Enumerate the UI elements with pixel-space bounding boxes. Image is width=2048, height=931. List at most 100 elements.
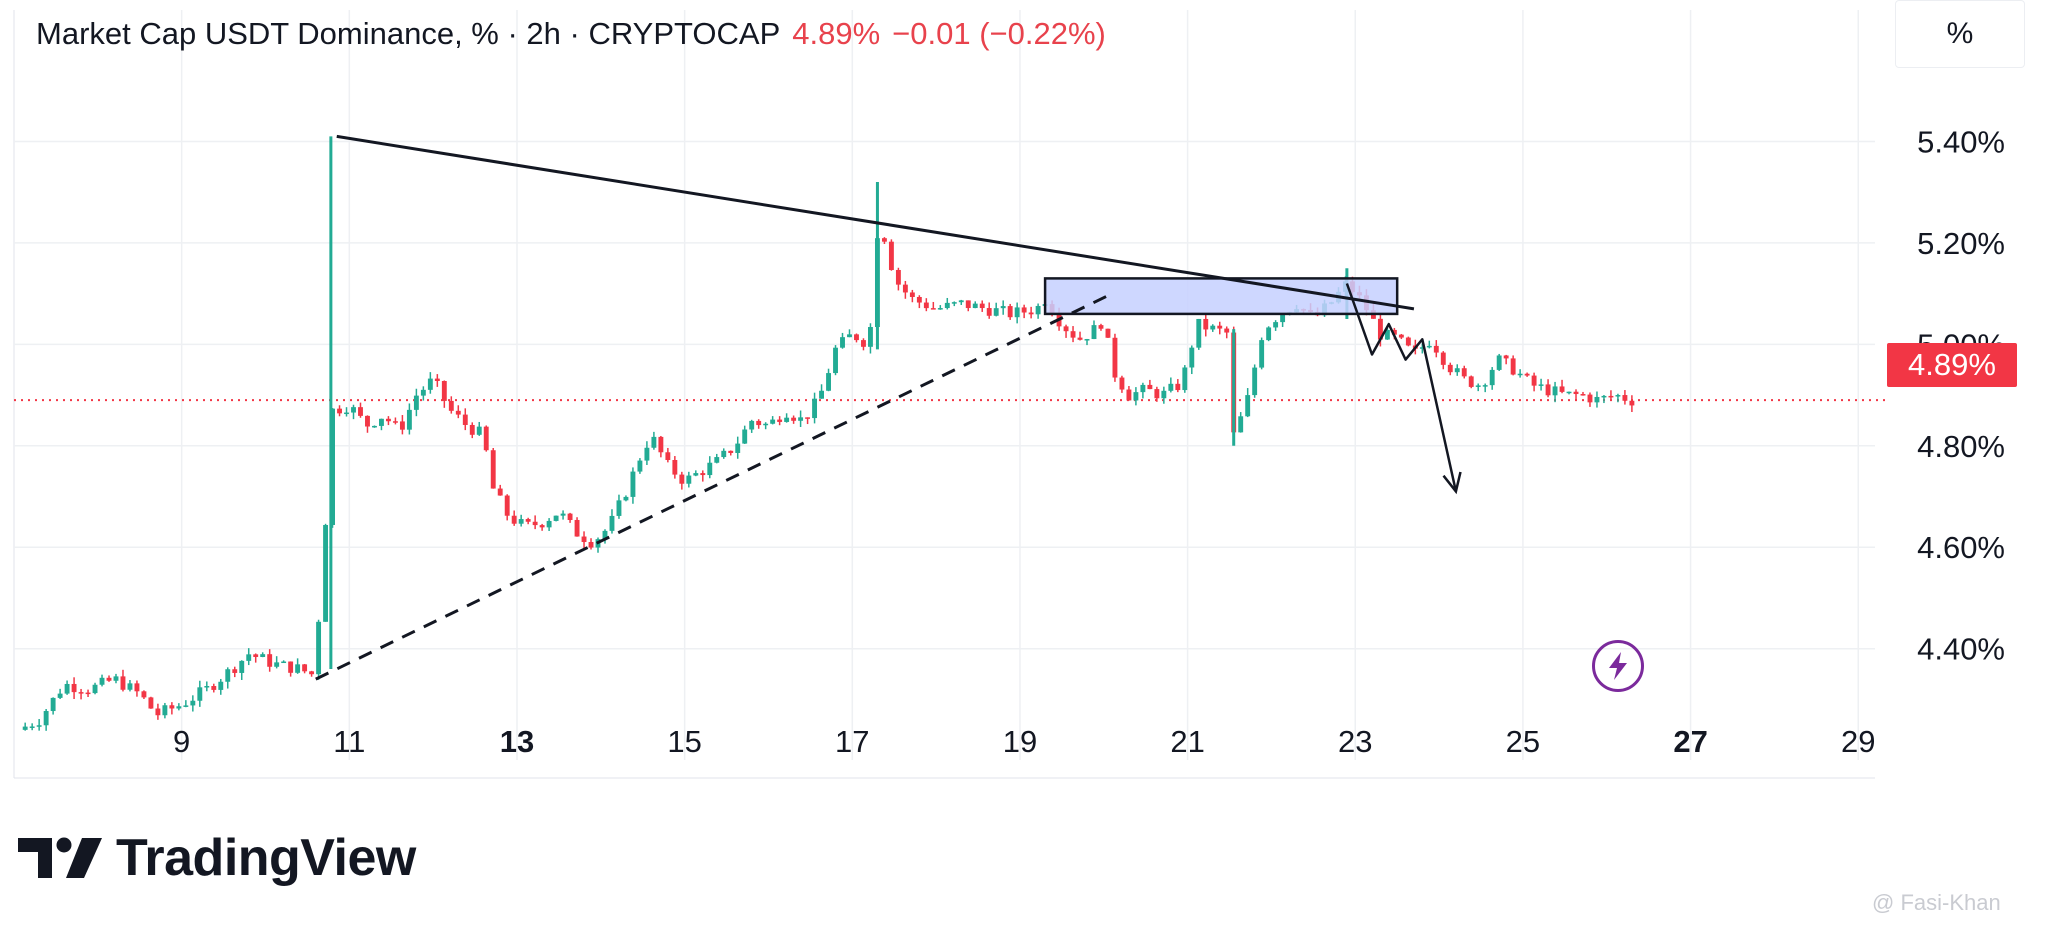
candle-body [1189,347,1195,368]
candle-body [630,471,636,497]
candle-body [1475,385,1481,387]
candle-body [700,473,706,476]
candle-body [721,450,727,458]
candle-body [1084,339,1090,341]
candle-body [532,521,538,526]
candle-body [497,488,503,496]
candle-body [819,390,824,399]
y-tick-label: 5.40% [1917,124,2005,159]
candle-body [777,419,783,422]
last-value: 4.89% [792,16,881,51]
candle-body [588,542,594,548]
candle-body [895,269,901,285]
candle-body [190,700,196,706]
candle-body [1245,395,1251,417]
candle-body [909,292,915,297]
change-value: −0.01 (−0.22%) [892,16,1106,51]
candle-body [148,697,154,709]
candle-body [707,462,713,476]
candle-body [211,686,217,690]
candle-body [1266,327,1272,341]
candle-body [854,334,859,341]
candle-body [784,417,790,422]
lightning-icon[interactable] [1592,640,1644,692]
x-tick-label: 15 [667,724,701,759]
candle-body [1259,340,1265,368]
candle-body [1601,395,1607,398]
candle-body [651,436,657,448]
candle-body [1252,367,1258,396]
candle-body [1035,305,1041,315]
drawings [315,134,1462,681]
candle-body [986,308,992,316]
candle-body [979,303,985,309]
candle-body [295,664,301,673]
candle-body [972,303,978,309]
candle-body [483,426,489,451]
candle-body [1077,337,1083,340]
candle-body [546,520,552,528]
x-tick-label: 19 [1003,724,1037,759]
candle-body [1217,325,1223,329]
candle-body [1238,416,1244,433]
candle-body [693,473,699,476]
candle-body [344,412,349,415]
candle-body [1524,373,1530,376]
candle-body [1489,369,1495,386]
candle-body [1496,355,1502,370]
projection-path [1345,283,1458,492]
candle-body [916,296,922,303]
candle-body [868,327,873,347]
candle-body [930,308,936,310]
candle-body [714,457,720,463]
candle-body [539,525,545,528]
chart-area: 5.40%5.20%5.00%4.80%4.60%4.40% 911131517… [13,10,2005,779]
candle-body [372,425,377,428]
candle-body [218,681,224,690]
candle-body [71,683,77,693]
candle-body [225,669,231,682]
last-price-tag: 4.89% [1887,343,2017,387]
brand-name: TradingView [116,829,416,887]
candle-body [1377,318,1383,340]
candle-body [1454,368,1460,373]
tradingview-mark-icon [18,837,102,878]
candle-body [469,424,475,435]
candle-body [1510,358,1516,375]
percent-scale-button[interactable]: % [1895,0,2025,68]
candle-body [861,340,866,347]
candle-body [888,241,894,270]
candle-body [1461,368,1467,377]
candle-body [113,676,119,681]
candle-body [281,661,287,664]
candle-body [274,662,280,667]
candle-body [1615,395,1621,397]
candle-body [965,300,971,309]
y-tick-label: 4.40% [1917,632,2005,667]
lightning-bolt-icon [1609,652,1627,680]
projection-arrowhead [1442,471,1462,495]
candle-body [176,706,182,709]
candle-body [742,429,748,444]
chart-header: Market Cap USDT Dominance, % · 2h · CRYP… [36,16,1106,52]
candle-body [812,398,818,419]
candle-body [141,691,147,698]
candle-body [735,443,741,453]
candle-body [686,475,692,484]
y-tick-label: 4.80% [1917,429,2005,464]
candle-body [85,692,91,695]
candle-body [455,410,461,415]
candle-body [57,693,63,698]
candle-body [399,421,405,430]
candle-body [1140,384,1146,393]
candle-body [434,378,440,382]
candle-body [1608,395,1614,398]
candle-body [504,495,510,516]
candle-body [1021,307,1027,313]
candle-body [623,496,629,501]
candle-body [330,408,335,525]
candle-body [323,524,329,622]
x-tick-label: 17 [835,724,869,759]
tradingview-logo[interactable]: TradingView [18,828,416,888]
candle-body [826,373,831,391]
